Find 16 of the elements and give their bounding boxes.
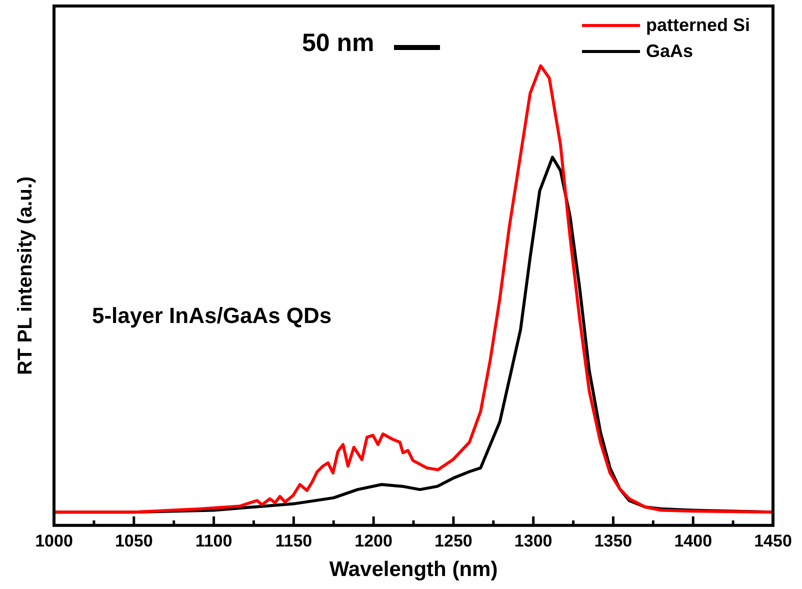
x-tick-label: 1250 [434,531,472,550]
x-tick-label: 1400 [674,531,712,550]
text: 50 nm [302,29,374,58]
x-tick-label: 1100 [195,531,232,550]
x-tick-label: 1050 [114,531,153,550]
y-axis-title: RT PL intensity (a.u.) [14,176,37,375]
x-tick-label: 1350 [594,531,632,550]
x-tick-label: 1450 [754,531,792,550]
x-axis-title: Wavelength (nm) [329,558,498,582]
legend-label: patterned Si [646,14,750,36]
legend-label: GaAs [646,40,693,62]
annotation: 5-layer InAs/GaAs QDs [92,303,332,329]
x-tick-label: 1300 [514,531,552,550]
x-tick-label: 1000 [35,531,73,550]
x-tick-label: 1200 [354,531,392,550]
x-tick-label: 1150 [275,531,312,550]
